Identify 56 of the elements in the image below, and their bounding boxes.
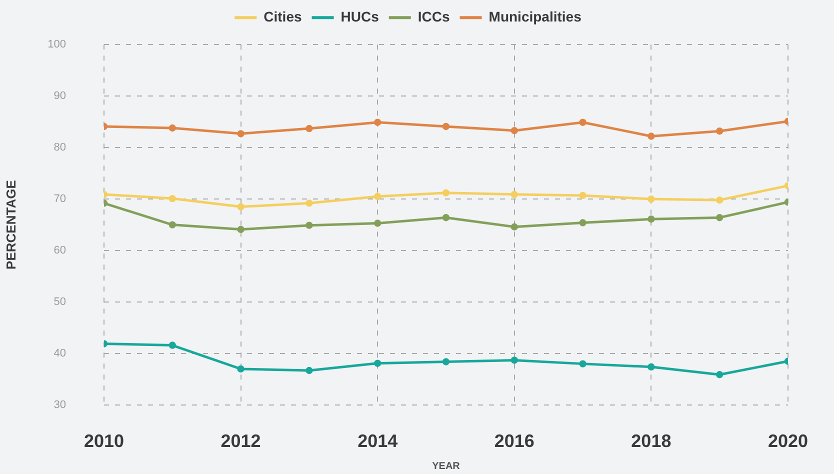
legend-label: ICCs (418, 8, 450, 24)
legend-label: Municipalities (488, 8, 582, 24)
point (510, 126, 518, 134)
point (648, 363, 655, 370)
point (510, 356, 518, 364)
point (237, 130, 244, 138)
point (579, 192, 586, 200)
point (579, 360, 586, 368)
y-tick-label: 60 (54, 244, 66, 257)
point (374, 220, 382, 227)
point (510, 223, 518, 230)
y-tick-label: 90 (54, 90, 66, 102)
point (716, 127, 724, 135)
y-tick-label: 80 (54, 142, 66, 154)
point (374, 360, 382, 367)
point (716, 196, 724, 204)
x-axis-title: YEAR (432, 460, 461, 472)
point (442, 122, 450, 130)
y-tick-label: 40 (54, 348, 66, 360)
point (579, 118, 586, 126)
point (168, 124, 176, 132)
legend-label: Cities (264, 8, 302, 24)
point (442, 189, 450, 196)
x-tick-label: 2010 (84, 430, 124, 451)
point (168, 194, 176, 202)
point (716, 371, 724, 378)
x-tick-label: 2012 (220, 430, 261, 451)
point (648, 195, 655, 203)
point (237, 226, 244, 234)
point (374, 192, 382, 200)
legend-label: HUCs (340, 8, 380, 24)
y-tick-label: 70 (54, 193, 66, 206)
y-tick-label: 100 (48, 38, 66, 51)
x-tick-label: 2018 (631, 430, 672, 451)
x-tick-label: 2016 (494, 430, 534, 451)
point (442, 358, 450, 366)
point (510, 190, 518, 198)
point (374, 118, 382, 126)
point (579, 219, 586, 226)
x-tick-label: 2020 (768, 430, 808, 451)
y-axis-title: PERCENTAGE (3, 180, 18, 270)
point (306, 366, 313, 374)
point (648, 216, 655, 223)
point (306, 222, 313, 229)
point (306, 200, 313, 207)
x-tick-label: 2014 (358, 430, 398, 451)
point (442, 214, 450, 222)
point (168, 221, 176, 228)
point (168, 342, 176, 349)
y-tick-label: 50 (54, 296, 66, 308)
point (237, 203, 244, 210)
y-tick-label: 30 (54, 399, 66, 412)
point (237, 365, 244, 373)
point (306, 124, 313, 132)
point (716, 214, 724, 222)
point (648, 132, 655, 140)
